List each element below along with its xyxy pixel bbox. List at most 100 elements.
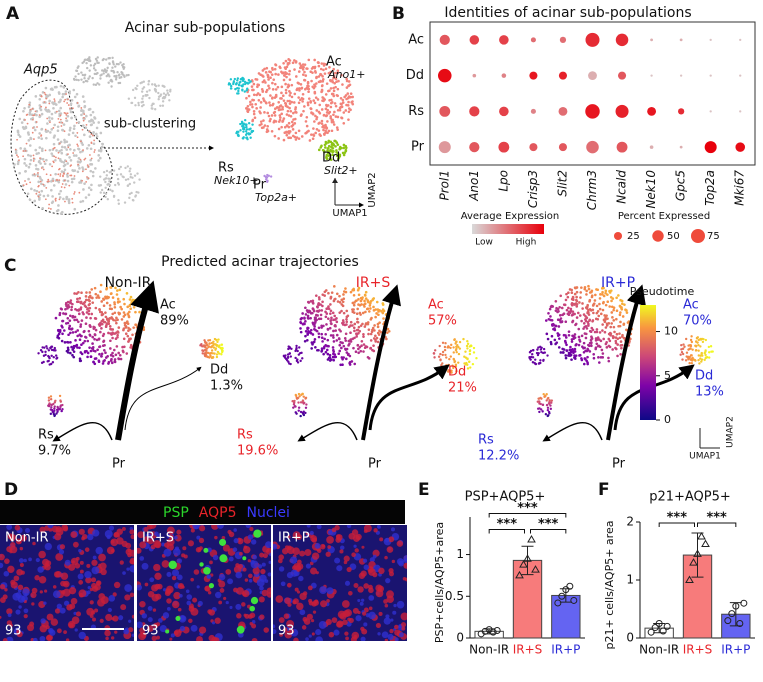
cell — [263, 111, 266, 114]
cell — [580, 334, 584, 338]
cell — [57, 91, 61, 94]
cell — [94, 83, 98, 87]
cell — [344, 339, 348, 342]
cell — [39, 162, 42, 165]
cell — [559, 294, 563, 298]
cell — [297, 129, 301, 133]
cell — [84, 126, 88, 129]
cell — [45, 158, 48, 162]
cell — [74, 628, 78, 632]
cell — [225, 600, 229, 605]
cell — [606, 300, 610, 304]
cell — [251, 105, 254, 109]
dot — [501, 73, 507, 78]
cell — [566, 295, 570, 299]
cell — [54, 199, 57, 202]
cell — [326, 338, 330, 342]
cell — [311, 333, 315, 336]
cell — [63, 168, 67, 172]
psp-cell — [208, 583, 215, 589]
cell — [34, 575, 40, 581]
branch-name: Dd — [210, 363, 228, 378]
cell — [362, 350, 365, 353]
cell — [205, 347, 209, 350]
cell — [317, 348, 320, 352]
cell — [126, 322, 130, 325]
cell — [89, 119, 92, 123]
dot — [739, 110, 742, 113]
cell — [619, 305, 622, 308]
cell — [65, 638, 70, 641]
cell — [37, 185, 40, 188]
cell — [313, 120, 316, 123]
cell — [89, 349, 93, 353]
cell — [141, 613, 148, 619]
cell — [545, 393, 548, 396]
cell — [305, 403, 308, 406]
cell — [48, 180, 50, 183]
cell — [707, 351, 711, 354]
cell — [126, 334, 130, 338]
cell — [577, 335, 581, 339]
cell — [37, 352, 40, 355]
cell — [384, 603, 389, 608]
cell — [45, 186, 48, 189]
cell — [360, 344, 363, 348]
cell — [209, 354, 212, 357]
data-point — [659, 627, 667, 635]
cell — [334, 145, 337, 148]
cell — [353, 322, 357, 326]
cell — [63, 146, 67, 149]
cell — [321, 304, 324, 308]
cell — [297, 137, 301, 140]
cell — [26, 192, 30, 196]
cell — [59, 399, 62, 402]
cell — [300, 393, 303, 396]
cell — [352, 308, 355, 311]
cell — [364, 323, 368, 326]
cell — [72, 127, 76, 131]
cell — [699, 345, 702, 348]
cell — [113, 75, 116, 78]
branch-name: Rs — [237, 428, 253, 443]
cell — [27, 177, 30, 181]
cell — [99, 191, 102, 194]
cell — [59, 140, 63, 144]
cell — [104, 295, 107, 299]
cell — [9, 550, 13, 554]
cell — [122, 311, 126, 314]
cell — [280, 91, 283, 95]
cell — [557, 346, 561, 349]
cell — [90, 141, 93, 144]
cell — [100, 327, 103, 330]
cell — [457, 361, 460, 364]
cell — [362, 343, 366, 346]
cell — [59, 114, 62, 117]
cell — [270, 114, 274, 117]
cell — [74, 307, 77, 311]
cell — [63, 112, 66, 114]
cell — [190, 624, 198, 632]
cell — [359, 601, 364, 606]
cell — [364, 310, 367, 314]
cell — [342, 311, 346, 315]
cell — [283, 125, 287, 129]
cell — [132, 199, 135, 202]
cell — [366, 307, 370, 311]
cell — [288, 99, 291, 103]
cell — [94, 292, 98, 296]
x-tick-label: Ncald — [615, 170, 629, 204]
cell — [353, 582, 359, 589]
cell — [93, 286, 97, 290]
cell — [112, 318, 115, 322]
cell-cluster — [245, 58, 355, 142]
cell — [214, 591, 222, 599]
cell — [214, 343, 217, 346]
branch-share: 19.6% — [237, 444, 278, 459]
cell — [70, 305, 74, 309]
cell — [50, 112, 54, 116]
cell — [302, 412, 305, 416]
cell — [217, 338, 220, 341]
cell — [69, 102, 73, 106]
cell — [101, 312, 105, 316]
